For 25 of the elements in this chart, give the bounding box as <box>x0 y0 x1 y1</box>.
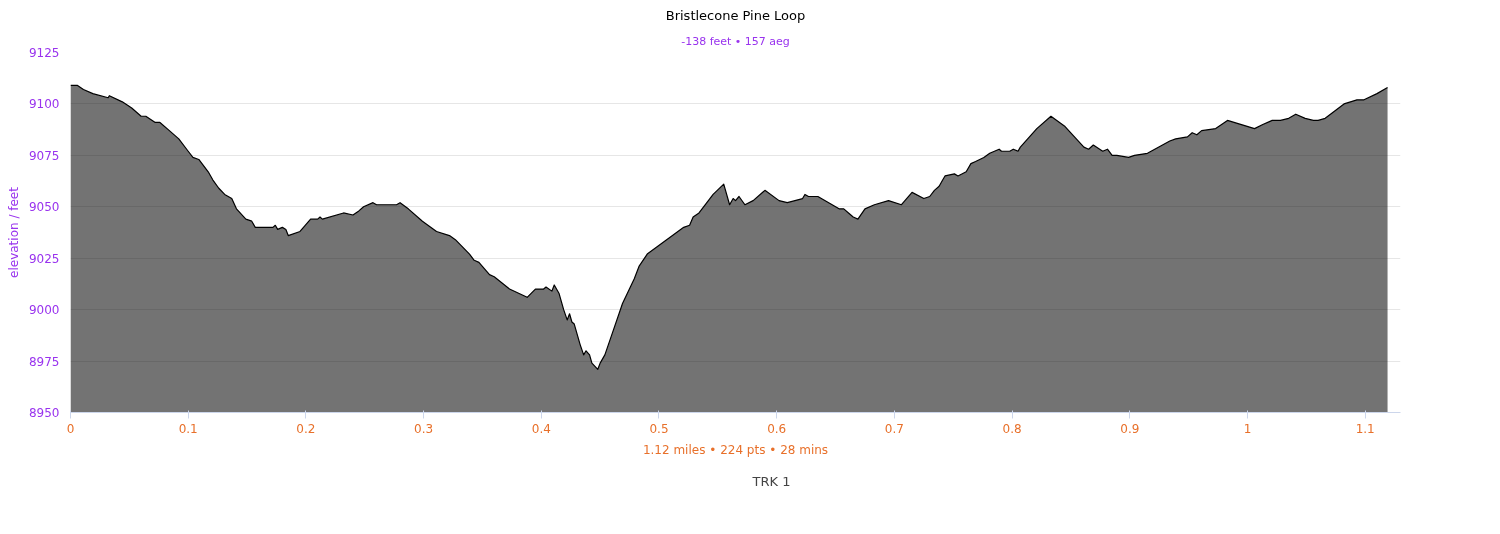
y-tick-label: 9075 <box>28 148 60 163</box>
y-tick-label: 9050 <box>28 200 60 215</box>
x-tick-label: 0.6 <box>767 421 787 436</box>
x-tick-label: 0.5 <box>649 421 669 436</box>
x-tick-label: 0.7 <box>884 421 904 436</box>
y-tick-label: 9025 <box>28 251 60 266</box>
x-tick-label: 0 <box>66 421 75 436</box>
y-tick-label: 9125 <box>28 46 60 60</box>
text: TRK 1 <box>752 473 791 489</box>
x-tick-label: 0.4 <box>531 421 551 436</box>
y-tick-label: 9000 <box>28 303 60 318</box>
x-tick-label: 0.2 <box>296 421 316 436</box>
x-tick-label: 1 <box>1243 421 1252 436</box>
x-tick-label: 0.1 <box>178 421 198 436</box>
y-tick-label: 9100 <box>28 97 60 112</box>
y-tick-label: 8975 <box>28 354 60 369</box>
x-tick-label: 0.3 <box>414 421 434 436</box>
x-tick-label: 0.8 <box>1002 421 1022 436</box>
y-tick-label: 8950 <box>28 406 60 420</box>
x-tick-label: 1.1 <box>1355 421 1375 436</box>
chart-subtitle: -138 feet • 157 aeg <box>681 34 790 48</box>
x-tick-label: 0.9 <box>1120 421 1140 436</box>
chart-title: Bristlecone Pine Loop <box>665 7 806 23</box>
text: 1.12 miles • 224 pts • 28 mins <box>642 442 829 457</box>
y-axis-title: elevation / feet <box>6 186 21 278</box>
